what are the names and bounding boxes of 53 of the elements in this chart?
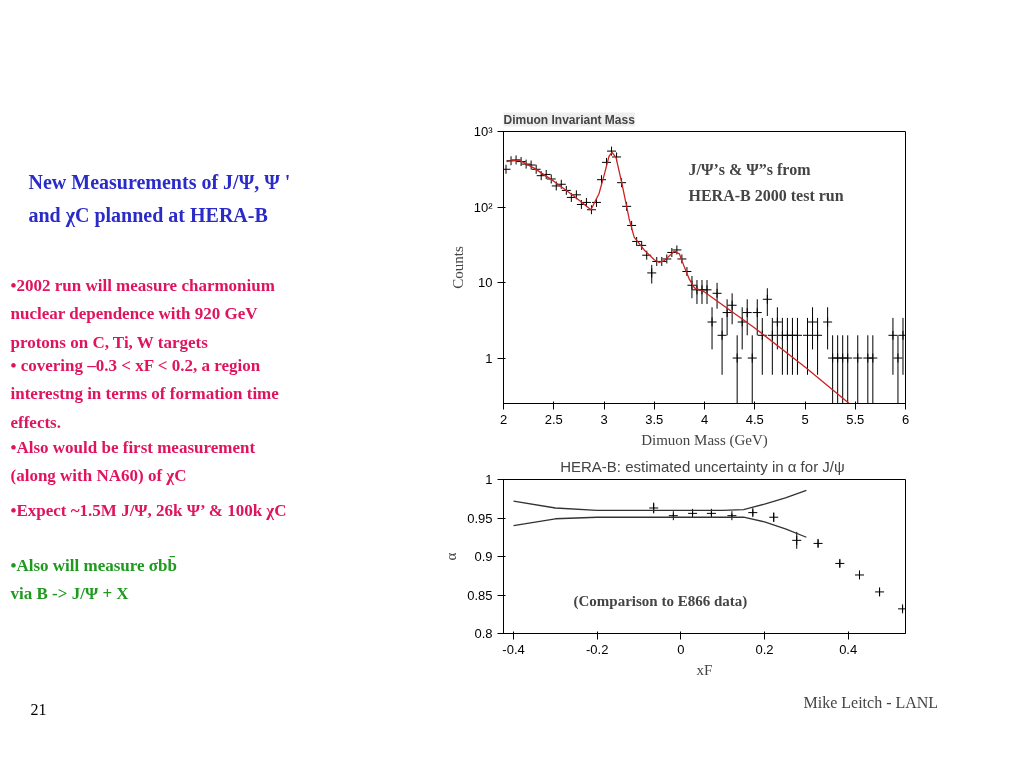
text: Mike Leitch - LANL [803,693,939,711]
x-tick-label: 4 [700,411,709,427]
x-axis-title: xF [696,661,713,678]
x-tick-label: 4.5 [745,411,764,427]
text: •Also will measure σbb̄ via B -> J/Ψ + X [10,555,177,603]
x-tick-label: -0.2 [586,641,609,657]
text: •2002 run will measure charmonium nuclear dependence with 920 GeV protons on C, Ti, W targets [10,275,275,352]
point [874,586,885,597]
y-tick-label: 0.8 [474,626,493,641]
x-tick-label: 0.2 [755,641,774,657]
point [747,507,758,518]
x-tick-label: -0.4 [502,641,525,657]
text: • covering –0.3 < xF < 0.2, a region interestng in terms of formation time effects. [10,355,280,432]
y-tick-label: 0.85 [467,587,493,603]
point [768,512,779,523]
point [897,603,906,614]
line-series [512,489,808,511]
text: 21 [30,700,47,718]
x-tick-label: 2.5 [544,411,563,427]
text: •Expect ~1.5M J/Ψ, 26k Ψ’ & 100k χC [10,500,287,520]
y-axis-title: Counts [449,246,466,289]
point [668,510,679,521]
point [791,535,802,546]
y-tick-label: 0.95 [467,510,493,526]
annotation: (Comparison to E866 data) [573,592,748,610]
y-tick-label: 1 [485,350,493,366]
x-tick-label: 3.5 [645,411,664,427]
point [854,569,865,580]
x-tick-label: 0.4 [839,641,858,657]
x-tick-label: 6 [901,411,910,427]
point [834,558,845,569]
x-tick-label: 0 [677,641,685,657]
x-tick-label: 3 [600,411,608,427]
point [726,510,737,521]
text: •Also would be first measurement (along with NA60) of χC [10,437,256,485]
y-tick-label: 1 [485,472,493,487]
chart-title: HERA-B: estimated uncertainty in α for J/ψ [560,457,845,475]
line-series [512,516,808,538]
text: New Measurements of J/Ψ, Ψ ' and χC planned at HERA-B [28,170,291,227]
y-tick-label: 0.9 [474,549,493,564]
point [813,538,824,549]
line-series [505,151,850,404]
point [648,502,659,513]
x-tick-label: 5 [801,411,809,427]
y-axis-title: α [443,552,460,561]
x-tick-label: 2 [499,411,508,427]
chart-title: Dimuon Invariant Mass [503,112,636,127]
y-tick-label: 10 [478,275,493,291]
y-tick-label: 10³ [473,124,494,139]
x-tick-label: 5.5 [846,411,865,427]
y-tick-label: 10² [473,199,494,215]
x-axis-title: Dimuon Mass (GeV) [641,431,768,449]
annotation: J/Ψ’s & Ψ”s from HERA-B 2000 test run [688,161,844,204]
